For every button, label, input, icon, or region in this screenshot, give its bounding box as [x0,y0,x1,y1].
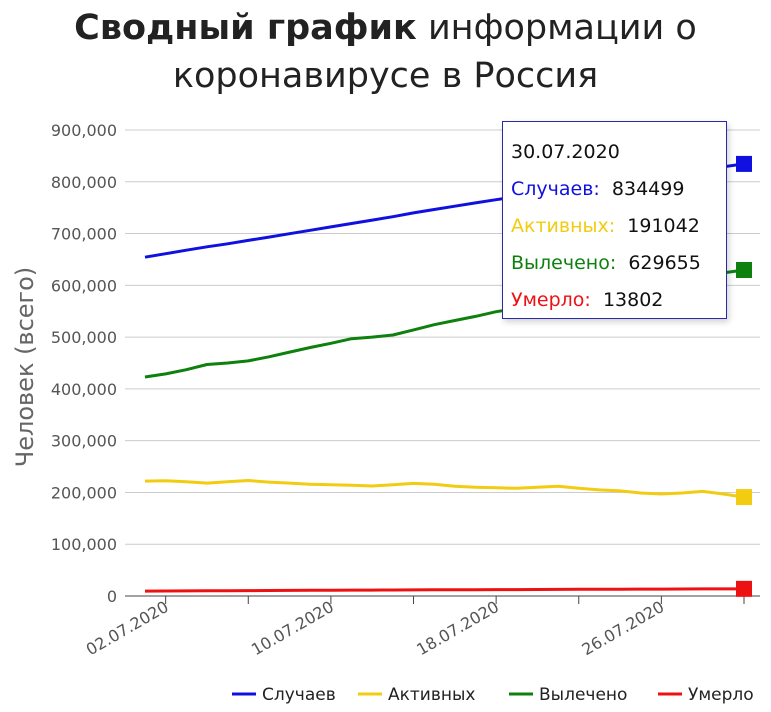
y-axis-label: Человек (всего) [11,267,39,467]
tooltip-value-active: 191042 [627,215,700,237]
series-marker-recovered [736,261,752,278]
tooltip-value-cases: 834499 [611,178,685,200]
grid [125,129,760,597]
y-tick-label: 0 [107,587,117,606]
legend: Случаев Активных Вылечено Умерло [232,685,754,705]
y-tick-label: 200,000 [51,483,117,502]
legend-label-deaths: Умерло [688,685,754,705]
chart-title-rest: информации о коронавирусе в Россия [172,8,697,96]
tooltip-label-cases: Случаев: [511,178,600,200]
legend-label-recovered: Вылечено [539,685,627,705]
tooltip-date: 30.07.2020 [511,141,620,163]
chart-title-bold: Сводный график [74,8,417,48]
tooltip-row-cases: Случаев: 834499 [511,171,718,208]
series-line-active [144,479,745,499]
series-marker-cases [736,155,752,172]
tooltip-row-active: Активных: 191042 [511,208,718,245]
tooltip-value-recovered: 629655 [628,252,701,274]
y-tick-label: 600,000 [51,276,117,295]
tooltip-row-deaths: Умерло: 13802 [511,282,718,319]
tooltip-label-active: Активных: [511,215,616,237]
y-axis-ticks: 0 100,000 200,000 300,000 400,000 500,000 600,… [51,121,117,606]
tooltip-row-recovered: Вылечено: 629655 [511,245,718,282]
y-tick-label: 300,000 [51,432,117,451]
y-tick-label: 400,000 [51,380,117,399]
legend-label-active: Активных [388,685,475,705]
tooltip-label-recovered: Вылечено: [511,252,617,274]
x-axis: 02.07.2020 10.07.2020 18.07.2020 26.07.2020 [83,596,745,659]
y-tick-label: 700,000 [51,225,117,244]
x-tick-label: 26.07.2020 [579,597,668,659]
y-tick-label: 500,000 [51,328,117,347]
series-marker-active [736,489,752,506]
series-line-deaths [144,587,744,593]
chart-title: Сводный график информации о коронавирусе… [0,4,771,100]
y-tick-label: 900,000 [51,121,117,140]
series-marker-deaths [736,580,752,597]
x-tick-label: 02.07.2020 [83,597,172,659]
x-tick-label: 18.07.2020 [413,597,502,659]
tooltip-label-deaths: Умерло: [511,289,591,311]
tooltip-value-deaths: 13802 [602,289,664,311]
tooltip: 30.07.2020 Случаев: 834499 Активных: 191… [502,121,727,319]
x-tick-label: 10.07.2020 [248,597,337,659]
y-tick-label: 100,000 [51,535,117,554]
y-tick-label: 800,000 [51,173,117,192]
legend-label-cases: Случаев [262,685,336,705]
